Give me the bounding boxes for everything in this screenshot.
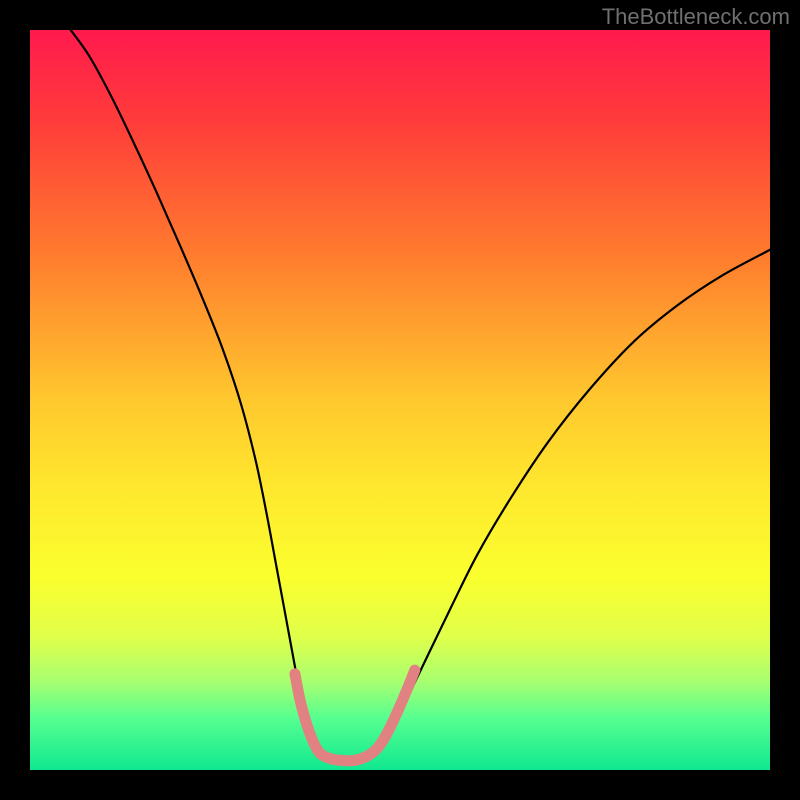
plot-background [30, 30, 770, 770]
bottleneck-chart [0, 0, 800, 800]
attribution-label: TheBottleneck.com [602, 4, 790, 30]
